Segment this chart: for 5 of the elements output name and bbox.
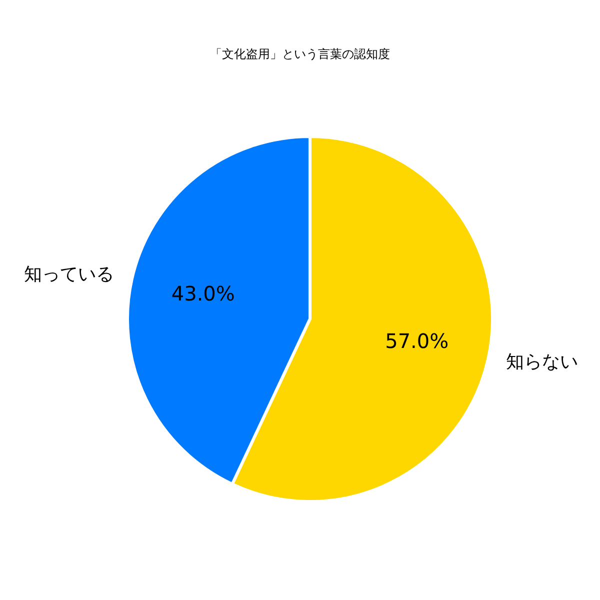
slice-label: 知っている [24, 264, 114, 285]
data-label: 57.0% [385, 329, 449, 354]
slice-label: 知らない [506, 351, 578, 372]
data-label: 43.0% [171, 281, 235, 306]
chart-title: 「文化盗用」という言葉の認知度 [210, 47, 390, 62]
